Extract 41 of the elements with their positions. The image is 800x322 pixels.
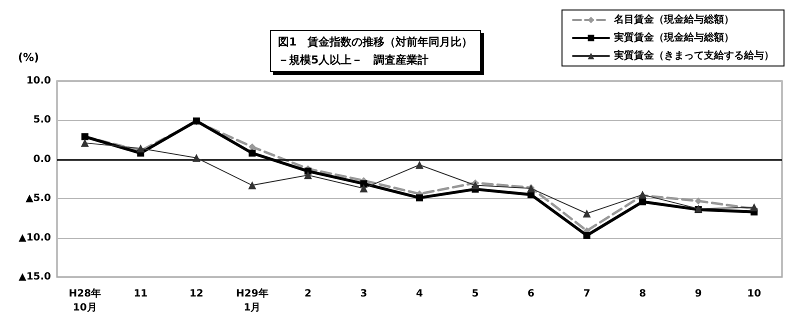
- y-tick-label: 0.0: [33, 154, 52, 165]
- x-tick-label: 7: [583, 288, 590, 300]
- point: [471, 181, 480, 190]
- point: [416, 160, 424, 169]
- x-tick-label: 2: [304, 288, 312, 300]
- chart-title: 図1 賃金指数の推移（対前年同月比）: [278, 36, 473, 48]
- chart-subtitle: －規模5人以上－ 調査産業計: [278, 54, 429, 66]
- x-tick-label: 4: [416, 288, 424, 300]
- y-tick-label: ▲5.0: [26, 193, 52, 204]
- point: [360, 184, 368, 192]
- y-tick-label: ▲10.0: [18, 232, 52, 244]
- point: [248, 181, 256, 190]
- x-tick-label: 6: [528, 288, 535, 300]
- y-axis-title: (%): [18, 51, 40, 64]
- x-tick-label: 12: [189, 288, 204, 300]
- x-tick-label: 10: [747, 288, 762, 300]
- point: [248, 143, 256, 150]
- point: [80, 138, 89, 147]
- x-tick-label: 9: [694, 288, 702, 300]
- point: [416, 194, 423, 202]
- point: [639, 198, 646, 206]
- point: [136, 144, 145, 152]
- legend-label: 実質賃金（現金給与総額）: [613, 32, 734, 44]
- legend-label: 名目賃金（現金給与総額）: [613, 14, 734, 26]
- legend-label: 実質賃金（きまって支給する給与）: [613, 50, 774, 62]
- x-tick-label: H29年 1月: [236, 288, 268, 314]
- point: [304, 171, 312, 180]
- x-tick-label: 8: [639, 288, 646, 300]
- y-tick-label: ▲15.0: [18, 272, 52, 282]
- point: [583, 232, 590, 239]
- x-tick-label: 3: [360, 288, 368, 300]
- y-tick-label: 10.0: [26, 76, 52, 86]
- point: [360, 180, 368, 188]
- y-tick-label: 5.0: [33, 114, 52, 126]
- point: [694, 197, 702, 204]
- point: [582, 209, 591, 218]
- x-tick-label: 11: [134, 288, 148, 300]
- point: [248, 150, 256, 157]
- point: [192, 154, 200, 162]
- x-tick-label: H28年 10月: [68, 288, 102, 314]
- x-tick-label: 5: [472, 288, 479, 300]
